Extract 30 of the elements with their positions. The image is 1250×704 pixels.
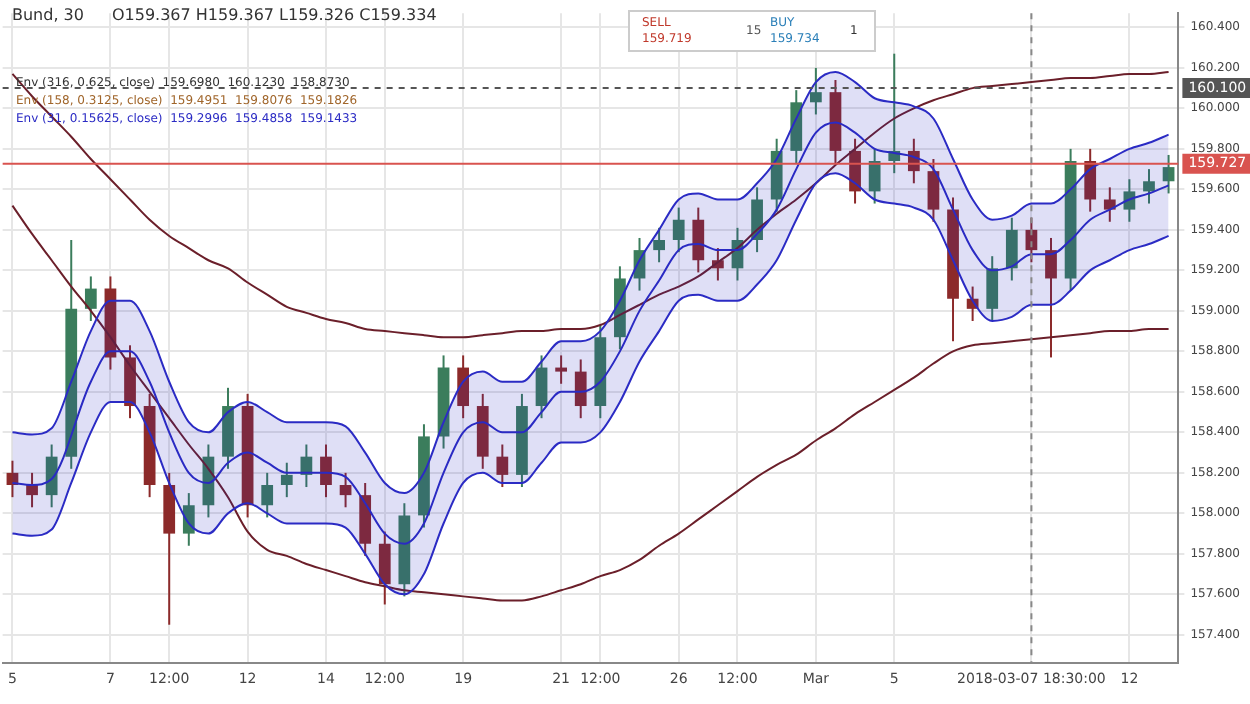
candlestick — [555, 354, 567, 385]
annotation: O159.367 H159.367 L159.326 C159.334 — [111, 6, 437, 24]
line-series — [11, 70, 1170, 495]
candlestick — [182, 492, 195, 547]
candlestick — [574, 358, 587, 420]
line-series — [11, 70, 1170, 339]
candlestick — [809, 66, 822, 116]
candlestick — [339, 471, 352, 509]
candlestick — [26, 471, 38, 509]
candlestick — [1103, 186, 1116, 223]
candlestick — [320, 443, 332, 499]
candlestick — [1005, 216, 1018, 282]
candlestick — [653, 226, 665, 264]
candlestick — [535, 354, 548, 420]
candlestick — [280, 461, 293, 499]
candlestick — [1143, 168, 1155, 205]
candlestick — [1162, 153, 1175, 195]
candlestick — [457, 354, 470, 420]
candlestick — [986, 255, 999, 322]
candlestick — [672, 206, 685, 254]
candlestick — [84, 275, 97, 322]
candlestick — [378, 530, 391, 606]
candlestick — [1045, 236, 1057, 359]
candlestick — [927, 157, 940, 223]
candlestick — [45, 443, 58, 509]
chart-title: Bund, 30 — [12, 6, 84, 24]
candlestick — [496, 443, 509, 489]
candlestick — [868, 147, 881, 205]
candlestick — [692, 206, 705, 274]
candlestick — [261, 471, 274, 519]
